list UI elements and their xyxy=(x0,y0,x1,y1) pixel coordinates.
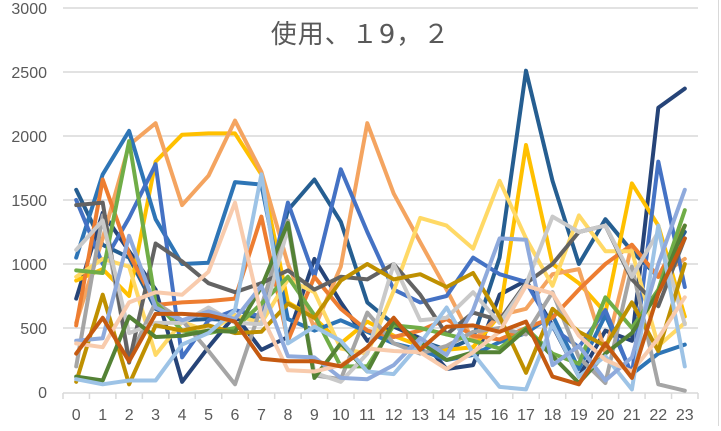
series-line-s13 xyxy=(74,262,687,387)
x-tick-label: 0 xyxy=(72,407,81,424)
x-tick-label: 2 xyxy=(125,407,134,424)
x-tick-label: 4 xyxy=(178,407,187,424)
y-tick-label: 0 xyxy=(38,385,47,402)
y-tick-label: 3000 xyxy=(11,1,47,18)
y-tick-label: 2000 xyxy=(11,129,47,146)
x-tick-label: 18 xyxy=(544,407,562,424)
x-tick-label: 7 xyxy=(257,407,266,424)
x-tick-label: 3 xyxy=(151,407,160,424)
series-line-s12 xyxy=(74,214,687,384)
series-line-s18 xyxy=(74,236,687,387)
x-tick-label: 17 xyxy=(517,407,535,424)
chart-title: 使用、１9，２ xyxy=(270,20,451,50)
x-tick-label: 5 xyxy=(204,407,213,424)
series-line-s15 xyxy=(74,172,687,392)
x-tick-label: 8 xyxy=(283,407,292,424)
x-tick-label: 23 xyxy=(676,407,694,424)
x-tick-label: 16 xyxy=(491,407,509,424)
x-tick-label: 1 xyxy=(98,407,107,424)
x-tick-label: 15 xyxy=(464,407,482,424)
y-tick-label: 2500 xyxy=(11,65,47,82)
y-tick-label: 1000 xyxy=(11,257,47,274)
x-tick-label: 21 xyxy=(623,407,641,424)
chart-border xyxy=(718,0,719,426)
x-tick-label: 20 xyxy=(596,407,614,424)
x-tick-label: 6 xyxy=(231,407,240,424)
x-tick-label: 14 xyxy=(438,407,456,424)
series-line-s17 xyxy=(74,200,687,374)
x-tick-label: 19 xyxy=(570,407,588,424)
y-tick-label: 500 xyxy=(20,321,47,338)
x-tick-label: 12 xyxy=(385,407,403,424)
x-tick-label: 22 xyxy=(649,407,667,424)
series-line-s16 xyxy=(74,187,687,383)
x-tick-label: 9 xyxy=(310,407,319,424)
y-tick-label: 1500 xyxy=(11,193,47,210)
x-tick-label: 13 xyxy=(411,407,429,424)
x-tick-label: 11 xyxy=(359,407,376,424)
x-tick-label: 10 xyxy=(332,407,350,424)
